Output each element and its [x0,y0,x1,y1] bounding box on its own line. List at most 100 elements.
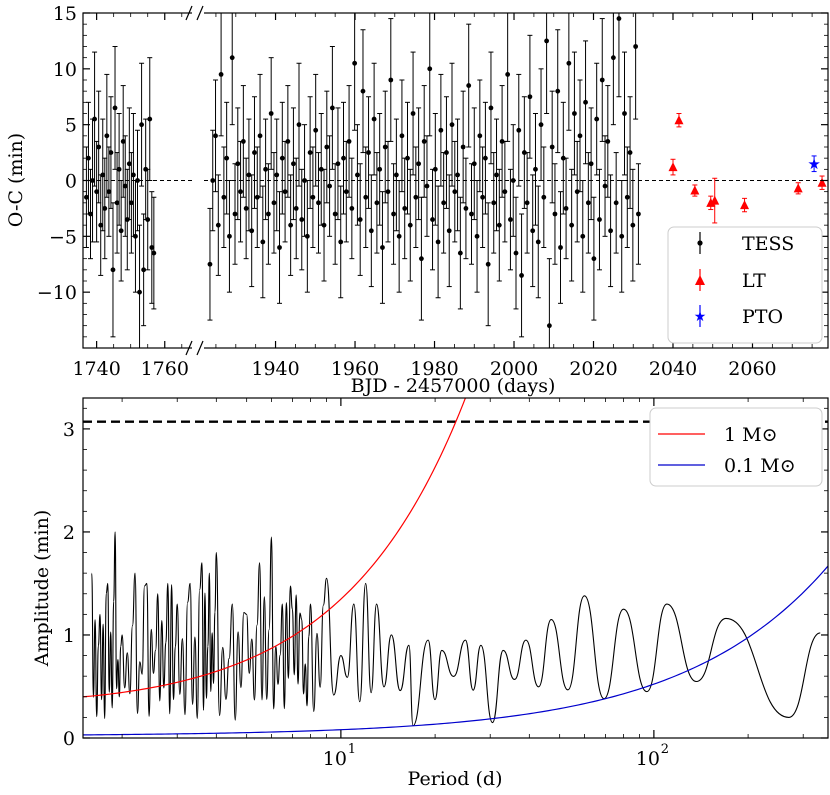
marker-circle [279,155,285,161]
marker-circle [363,194,369,200]
periodogram-legend: 1 M⊙ 0.1 M⊙ [649,407,823,487]
data-point-tess [393,118,399,232]
data-point-tess [288,174,294,276]
data-point-tess [324,90,330,204]
oc-ylabel: O-C (min) [5,133,27,227]
marker-circle [446,228,452,234]
marker-circle [410,111,416,116]
marker-circle [610,55,616,61]
marker-circle [424,183,430,189]
marker-circle [218,72,224,77]
marker-circle [377,166,383,172]
marker-triangle [793,183,803,193]
marker-circle [271,200,277,206]
data-point-tess [449,62,455,187]
data-point-tess [455,118,461,232]
data-point-lt [740,197,750,213]
marker-circle [291,161,296,167]
marker-circle [374,200,380,206]
marker-circle [435,239,441,245]
marker-circle [335,161,341,167]
marker-circle [260,239,266,245]
data-point-tess [532,113,538,226]
data-point-tess [257,73,263,198]
data-point-tess [304,180,310,293]
data-point-tess [499,85,505,198]
data-point-tess [277,191,283,304]
marker-circle [263,166,269,172]
marker-circle [352,60,358,66]
marker-circle [86,155,91,161]
marker-circle [232,211,238,217]
marker-circle [519,273,524,278]
data-point-tess [382,90,388,204]
data-point-tess [315,152,321,254]
marker-circle [616,16,622,21]
marker-circle [310,194,316,200]
data-point-tess [549,90,555,204]
data-point-tess [274,118,280,232]
data-point-tess [110,202,116,338]
data-point-tess [438,73,444,187]
oc-ytick-label: 15 [53,3,77,25]
oc-xtick-label: 2040 [649,358,697,380]
data-point-tess [530,174,536,288]
data-point-tess [224,101,230,215]
marker-circle [572,111,577,116]
marker-circle [227,233,232,239]
marker-circle [488,105,494,111]
marker-circle [131,172,136,178]
marker-circle [224,155,230,161]
data-point-tess [226,180,232,293]
data-point-tess [627,96,633,209]
marker-circle [296,122,302,128]
marker-circle [307,150,313,155]
periodogram-legend-box [649,407,823,487]
data-point-pto: ★ [807,155,820,173]
marker-circle [285,139,291,144]
oc-xtick-label: 2000 [490,358,538,380]
marker-circle [569,222,575,228]
marker-circle [535,239,541,245]
data-point-tess [332,163,338,265]
marker-circle [277,245,282,250]
data-point-tess [402,157,408,260]
marker-circle [585,200,591,206]
data-point-tess [633,13,639,120]
data-point-tess [488,51,494,165]
oc-xtick-label: 1980 [410,358,458,380]
marker-circle [327,183,332,189]
data-point-tess [482,101,488,215]
oc-xtick-label: 1960 [331,358,379,380]
data-point-tess [474,180,480,293]
data-point-tess [463,157,469,260]
marker-circle [624,194,630,200]
data-point-tess [485,202,491,327]
marker-circle [139,122,144,128]
periodogram-xtick-exponent: 1 [348,742,356,757]
marker-circle [321,222,327,228]
marker-circle [252,150,257,155]
legend-label-pto: PTO [742,306,783,328]
marker-circle [137,289,142,295]
marker-circle [207,261,213,267]
marker-circle [355,172,360,178]
data-point-tess [507,168,513,271]
marker-circle [396,233,402,239]
data-point-tess [594,62,600,176]
data-point-tess [151,196,157,310]
marker-circle [541,194,547,200]
marker-circle [366,150,371,155]
marker-circle [341,155,346,161]
data-point-tess [229,13,235,126]
data-point-tess [635,163,641,265]
marker-circle [577,133,583,139]
periodogram-frame [82,397,829,739]
marker-circle [274,172,280,178]
data-point-tess [496,168,502,282]
data-point-tess [279,101,285,215]
marker-circle [243,206,249,211]
marker-triangle [668,162,678,172]
data-point-lt [793,182,803,195]
marker-circle [98,222,104,228]
